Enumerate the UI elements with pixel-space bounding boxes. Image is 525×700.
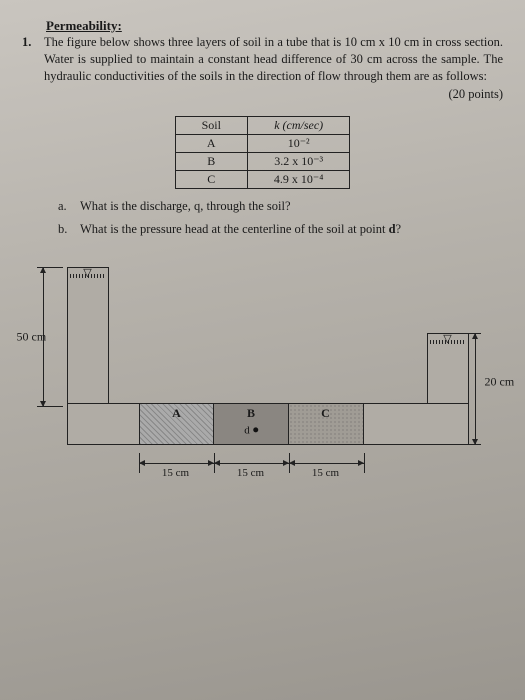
dim-left-label: 50 cm — [17, 329, 47, 344]
arrow-left-icon — [139, 460, 145, 466]
page: Permeability: 1. The figure below shows … — [0, 0, 525, 700]
cell-k: 3.2 x 10⁻³ — [247, 152, 350, 170]
sub-b-text: What is the pressure head at the centerl… — [80, 222, 401, 237]
sub-a-text: What is the discharge, q, through the so… — [80, 199, 291, 214]
dimension-left: 50 cm — [23, 267, 65, 407]
table-row: A 10⁻² — [175, 134, 350, 152]
dimension-right: 20 cm — [467, 333, 507, 445]
soil-a: A — [139, 403, 215, 445]
col-k-text: k (cm/sec) — [274, 118, 323, 132]
water-surface-hatch — [430, 340, 466, 344]
section-title: Permeability: — [46, 18, 503, 34]
dim-tick — [364, 453, 365, 473]
problem-number: 1. — [22, 34, 38, 85]
seg-label-1: 15 cm — [162, 467, 189, 479]
soil-c: C — [288, 403, 364, 445]
arrow-up-icon — [40, 267, 46, 273]
seg-label-3: 15 cm — [312, 467, 339, 479]
points-label: (20 points) — [22, 87, 503, 102]
arrow-right-icon — [358, 460, 364, 466]
subquestion-b: b. What is the pressure head at the cent… — [58, 222, 503, 237]
point-d: d — [244, 424, 258, 436]
arrow-down-icon — [472, 439, 478, 445]
col-k: k (cm/sec) — [247, 116, 350, 134]
soil-a-label: A — [172, 406, 181, 421]
col-soil: Soil — [175, 116, 247, 134]
dim-right-label: 20 cm — [485, 374, 515, 389]
cell-k: 4.9 x 10⁻⁴ — [247, 170, 350, 188]
problem-line-1: The figure below shows three layers of s… — [44, 35, 503, 49]
dim-line — [139, 463, 214, 464]
conductivity-table: Soil k (cm/sec) A 10⁻² B 3.2 x 10⁻³ C 4.… — [22, 116, 503, 189]
cell-soil: A — [175, 134, 247, 152]
arrow-left-icon — [289, 460, 295, 466]
table-header-row: Soil k (cm/sec) — [175, 116, 350, 134]
point-d-dot-icon — [253, 428, 258, 433]
cell-soil: B — [175, 152, 247, 170]
table-row: B 3.2 x 10⁻³ — [175, 152, 350, 170]
problem-text: The figure below shows three layers of s… — [44, 34, 503, 85]
arrow-up-icon — [472, 333, 478, 339]
seg-label-2: 15 cm — [237, 467, 264, 479]
left-standpipe: ▽ — [67, 267, 109, 407]
problem-statement: 1. The figure below shows three layers o… — [22, 34, 503, 85]
dim-line — [214, 463, 289, 464]
permeameter-diagram: ▽ ▽ A B d C 50 cm — [23, 255, 503, 495]
sub-a-label: a. — [58, 199, 72, 214]
right-standpipe: ▽ — [427, 333, 469, 407]
cell-soil: C — [175, 170, 247, 188]
soil-c-label: C — [321, 406, 330, 421]
dim-line — [289, 463, 364, 464]
arrow-down-icon — [40, 401, 46, 407]
point-d-label: d — [244, 424, 250, 436]
arrow-left-icon — [214, 460, 220, 466]
table-row: C 4.9 x 10⁻⁴ — [175, 170, 350, 188]
soil-layers: A B d C — [139, 403, 364, 445]
sub-b-label: b. — [58, 222, 72, 237]
cell-k: 10⁻² — [247, 134, 350, 152]
soil-b: B d — [213, 403, 289, 445]
problem-line-3: hydraulic conductivities of the soils in… — [44, 69, 487, 83]
water-surface-hatch — [70, 274, 106, 278]
soil-b-label: B — [247, 406, 255, 421]
dim-line — [475, 333, 476, 445]
problem-line-2: Water is supplied to maintain a constant… — [44, 52, 503, 66]
dimension-bottom: 15 cm 15 cm 15 cm — [139, 453, 364, 483]
subquestion-a: a. What is the discharge, q, through the… — [58, 199, 503, 214]
